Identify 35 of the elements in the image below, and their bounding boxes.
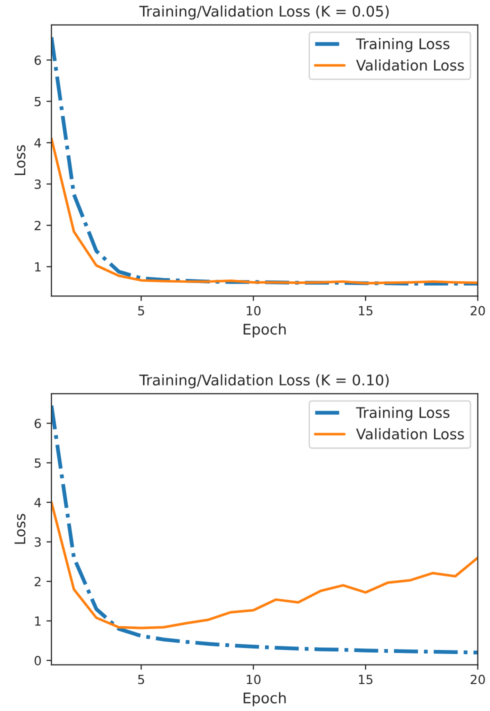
y-tick-label: 4: [34, 498, 42, 508]
y-tick-label: 6: [34, 55, 41, 65]
x-axis-title: Epoch: [244, 692, 286, 706]
legend-label: Training Loss: [356, 406, 450, 421]
y-axis-title: Loss: [14, 145, 26, 176]
legend-label: Validation Loss: [356, 428, 464, 440]
y-tick-label: 1: [35, 616, 41, 626]
line-series: [51, 404, 478, 654]
legend-label: Validation Loss: [356, 59, 464, 71]
y-tick-label: 4: [34, 138, 42, 148]
chart-title: Training/Validation Loss (K = 0.05): [139, 5, 389, 20]
x-axis-title: Epoch: [244, 323, 286, 338]
x-tick-label: 15: [358, 674, 372, 684]
y-tick-label: 3: [34, 179, 41, 189]
line-series: [51, 35, 478, 286]
x-tick-label: 15: [358, 306, 372, 316]
y-tick-label: 3: [34, 537, 41, 547]
y-tick-label: 2: [34, 220, 40, 230]
y-tick-label: 2: [34, 576, 40, 586]
y-tick-label: 6: [34, 418, 41, 428]
x-tick-label: 20: [470, 306, 485, 316]
y-tick-label: 5: [34, 96, 41, 106]
y-tick-label: 0: [34, 656, 41, 666]
line-series: [51, 137, 478, 284]
x-tick-label: 5: [138, 674, 144, 684]
x-tick-label: 10: [246, 306, 261, 316]
chart-title: Training/Validation Loss (K = 0.10): [139, 374, 389, 388]
y-tick-label: 1: [35, 262, 41, 272]
x-tick-label: 5: [138, 306, 144, 316]
legend-label: Training Loss: [356, 38, 450, 52]
x-tick-label: 10: [246, 674, 261, 684]
line-series: [51, 501, 478, 630]
y-tick-label: 5: [34, 458, 41, 468]
y-axis-title: Loss: [14, 514, 26, 544]
x-tick-label: 20: [470, 674, 485, 684]
